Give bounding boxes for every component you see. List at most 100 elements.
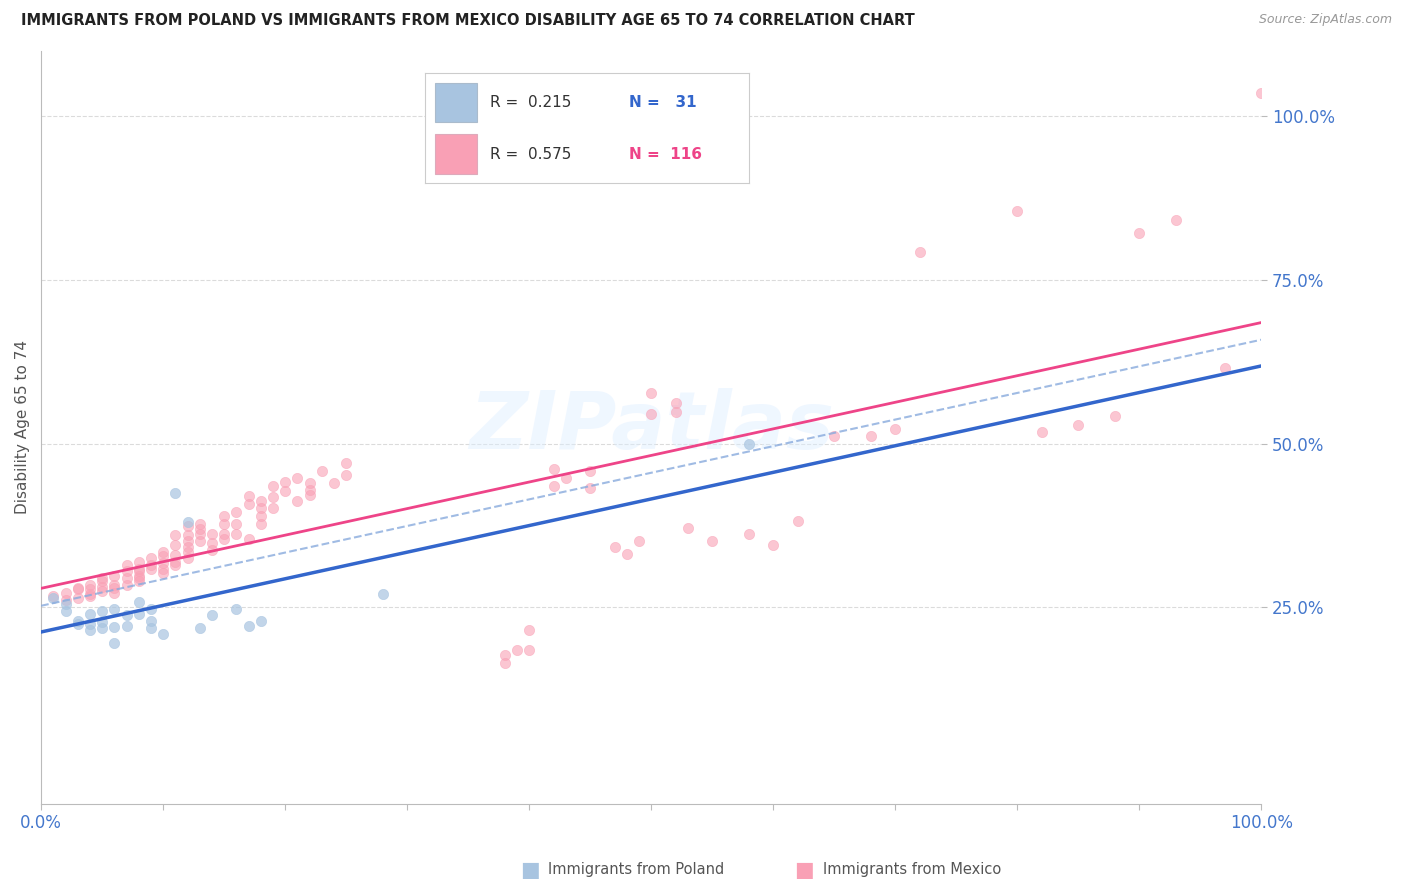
Point (152, 626, 174, 640)
Point (225, 527, 247, 541)
Point (115, 558, 138, 572)
Point (79, 607, 101, 621)
Point (79, 624, 101, 638)
Point (494, 648, 516, 662)
Point (176, 551, 198, 566)
Point (66, 581, 89, 595)
Point (128, 607, 150, 621)
Point (1007, 204, 1029, 219)
Point (176, 533, 198, 548)
Point (225, 506, 247, 520)
Point (225, 516, 247, 531)
Point (152, 566, 174, 581)
Point (79, 616, 101, 631)
Point (603, 540, 626, 554)
Text: IMMIGRANTS FROM POLAND VS IMMIGRANTS FROM MEXICO DISABILITY AGE 65 TO 74 CORRELA: IMMIGRANTS FROM POLAND VS IMMIGRANTS FRO… (21, 13, 915, 29)
Point (201, 527, 224, 541)
Point (543, 461, 565, 475)
Point (176, 518, 198, 533)
Point (859, 429, 882, 443)
Point (506, 643, 529, 657)
Point (91, 584, 114, 599)
Point (249, 500, 271, 515)
Point (262, 491, 284, 505)
Point (517, 643, 540, 657)
Point (91, 615, 114, 629)
Point (139, 562, 162, 576)
Text: Immigrants from Poland: Immigrants from Poland (548, 863, 724, 877)
Point (702, 533, 724, 548)
Point (188, 533, 211, 548)
Point (176, 545, 198, 559)
Point (212, 508, 235, 523)
Point (91, 622, 114, 636)
Point (128, 595, 150, 609)
Point (139, 622, 162, 636)
Point (1164, 212, 1187, 227)
Point (274, 483, 297, 498)
Point (55, 586, 77, 600)
Point (225, 601, 247, 615)
Point (908, 245, 931, 260)
Point (1250, 87, 1272, 101)
Point (738, 527, 761, 541)
Point (1104, 409, 1126, 424)
Point (1067, 418, 1090, 433)
Point (128, 569, 150, 583)
Text: Source: ZipAtlas.com: Source: ZipAtlas.com (1258, 13, 1392, 27)
Point (238, 619, 260, 633)
Point (165, 538, 187, 552)
Point (115, 577, 138, 591)
Point (91, 574, 114, 589)
Point (128, 555, 150, 569)
Point (249, 508, 271, 523)
Point (640, 407, 662, 421)
Point (188, 622, 211, 636)
Point (103, 636, 125, 650)
Point (55, 597, 77, 611)
Point (262, 500, 284, 515)
Point (823, 429, 845, 443)
Point (786, 514, 808, 528)
Point (128, 562, 150, 576)
Text: Immigrants from Mexico: Immigrants from Mexico (823, 863, 1001, 877)
Point (152, 549, 174, 564)
Point (371, 587, 394, 601)
Point (103, 581, 125, 595)
Point (188, 522, 211, 536)
Point (238, 489, 260, 503)
Point (238, 497, 260, 511)
Point (115, 608, 138, 623)
Point (79, 589, 101, 603)
Point (188, 516, 211, 531)
Point (176, 516, 198, 530)
Point (55, 592, 77, 607)
Point (128, 565, 150, 579)
Point (616, 547, 638, 561)
Point (665, 396, 688, 410)
Point (115, 565, 138, 579)
Point (188, 527, 211, 541)
Point (640, 385, 662, 400)
Point (115, 571, 138, 585)
Point (66, 582, 89, 596)
Point (579, 481, 602, 495)
Point (298, 488, 321, 502)
Point (165, 548, 187, 562)
Point (128, 571, 150, 585)
Text: ■: ■ (794, 860, 814, 880)
Point (103, 577, 125, 591)
Point (1213, 361, 1236, 376)
Point (42, 589, 65, 603)
Point (79, 577, 101, 591)
Point (165, 528, 187, 542)
Point (517, 624, 540, 638)
Point (323, 475, 346, 490)
Point (91, 571, 114, 585)
Point (165, 558, 187, 572)
Point (139, 614, 162, 628)
Point (884, 422, 907, 436)
Point (212, 532, 235, 546)
Point (249, 494, 271, 508)
Point (676, 520, 699, 534)
